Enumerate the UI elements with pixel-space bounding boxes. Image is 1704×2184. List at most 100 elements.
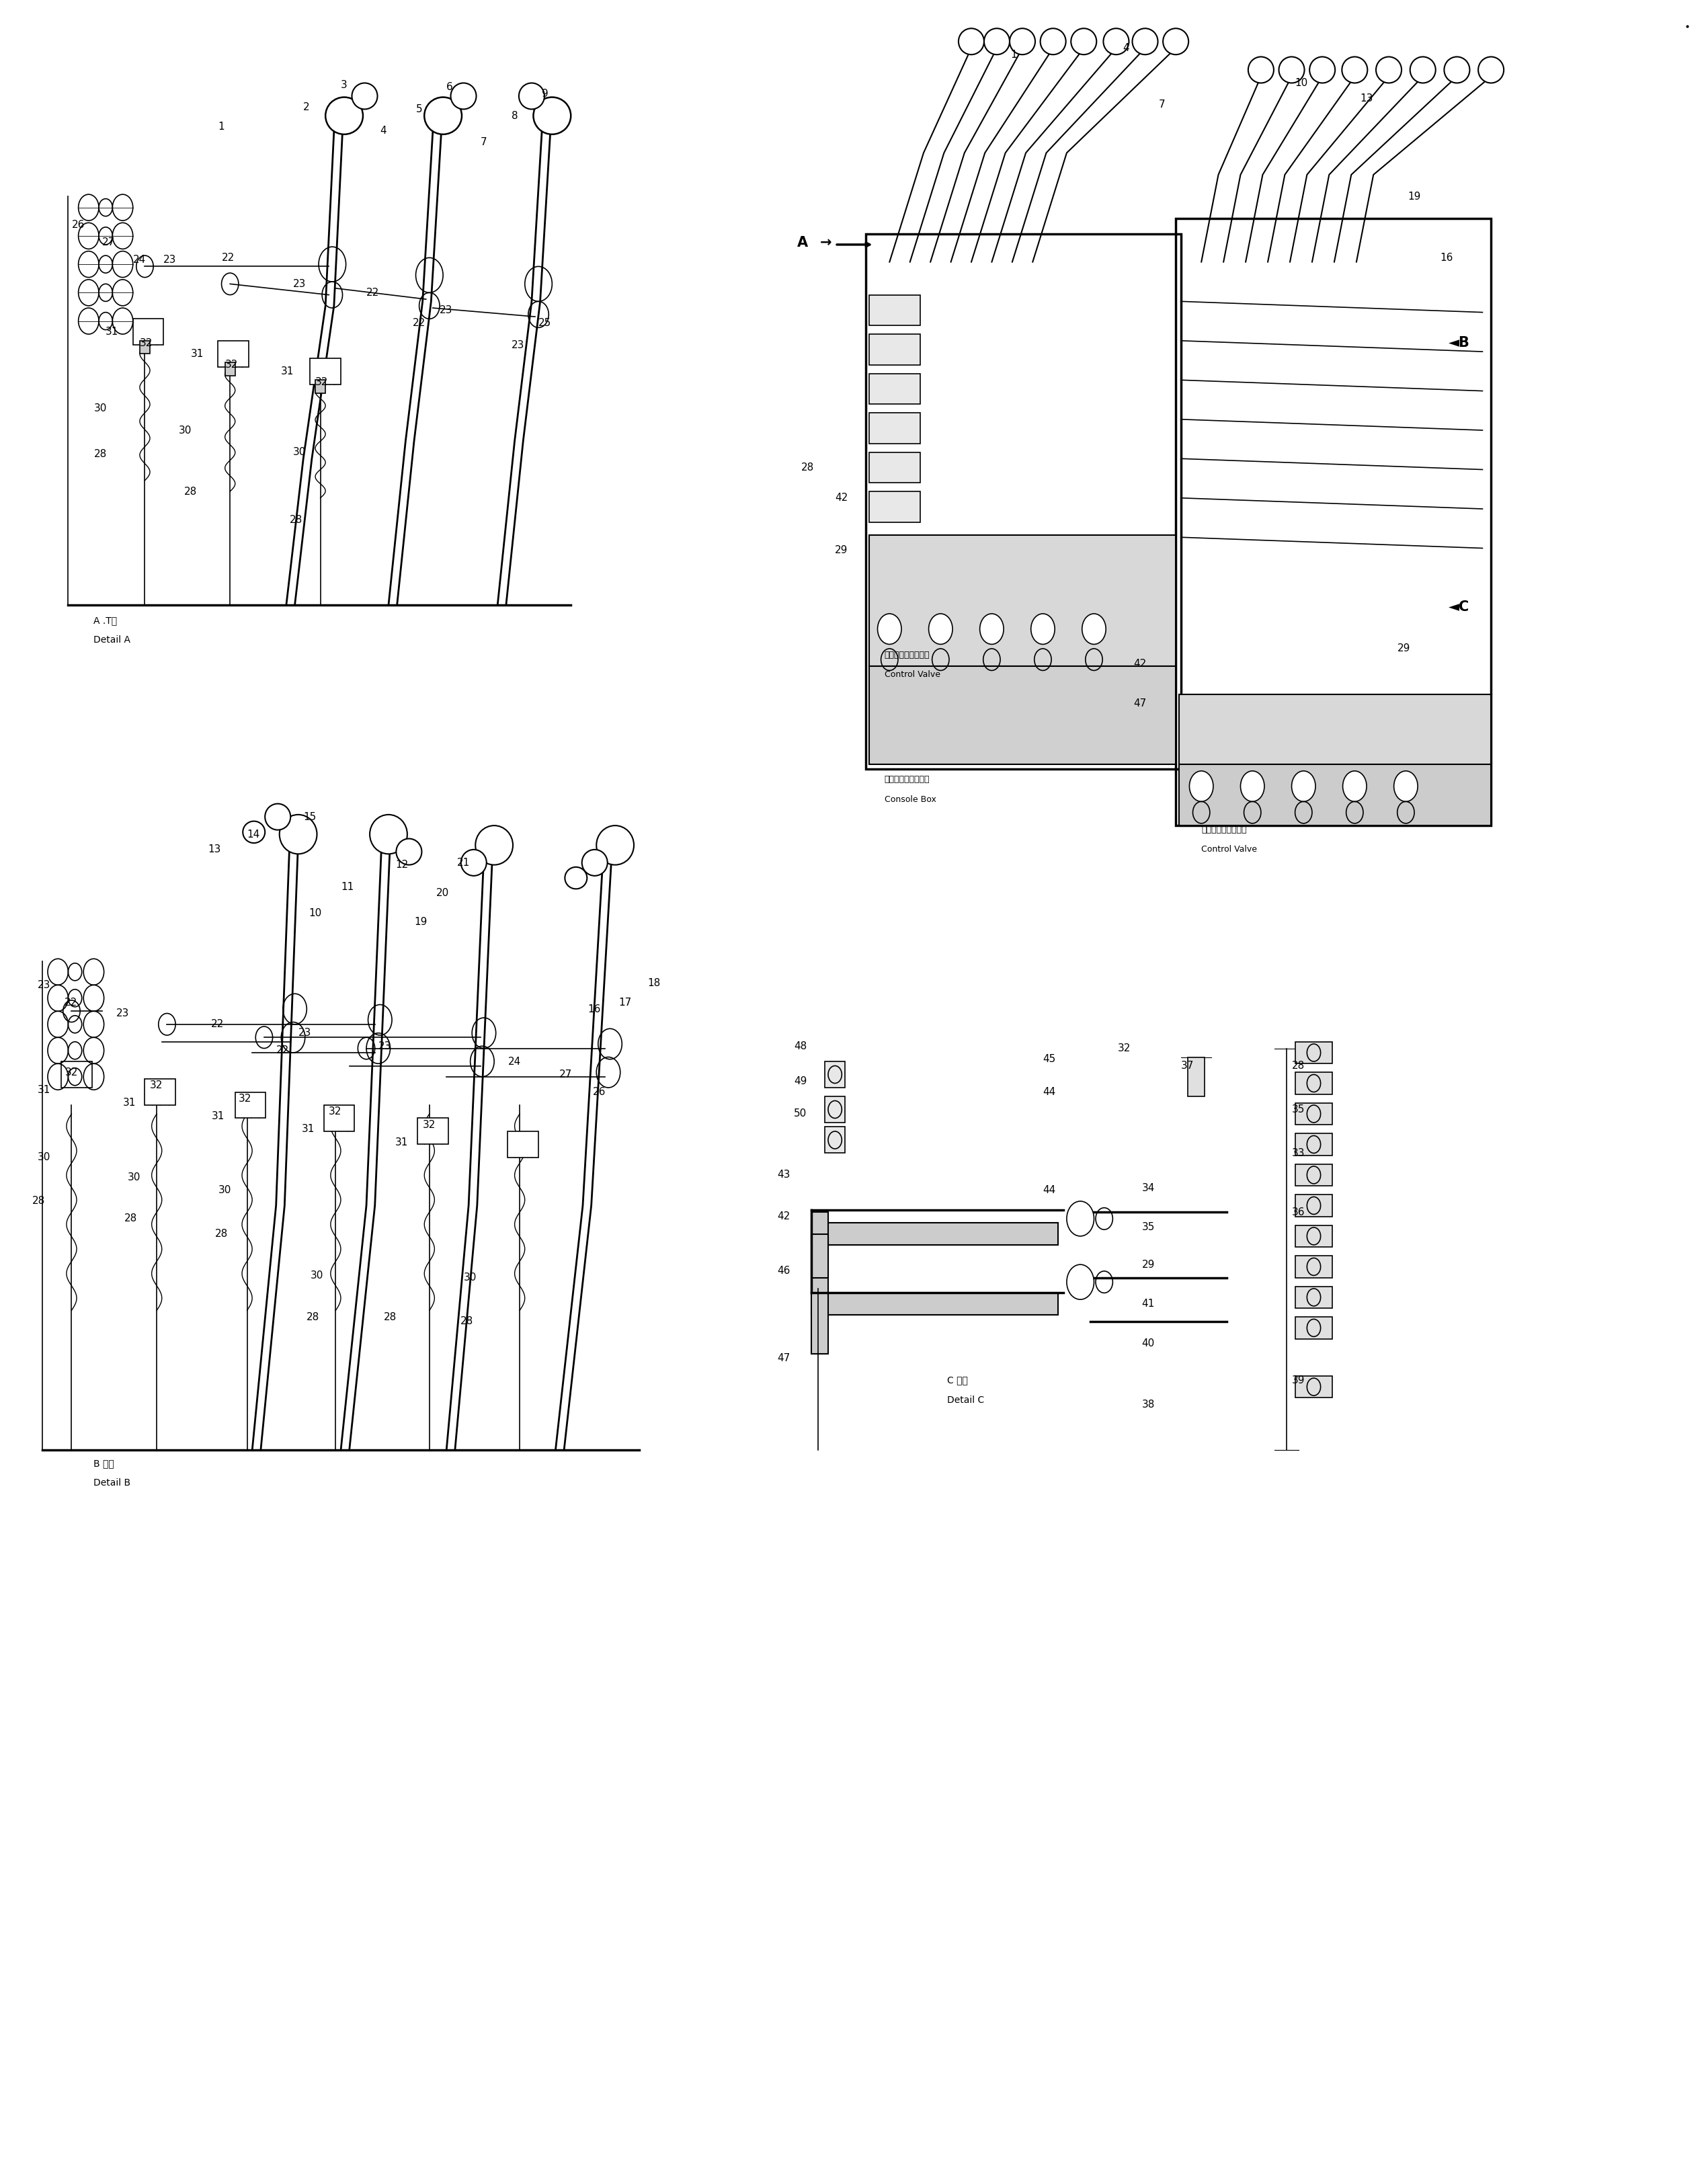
Ellipse shape (1411, 57, 1435, 83)
Bar (1295, 1376, 1333, 1398)
Bar (811, 1234, 828, 1278)
Text: コントロールバルブ: コントロールバルブ (1201, 826, 1247, 834)
Bar (1295, 1072, 1333, 1094)
Text: 16: 16 (1440, 253, 1454, 262)
Ellipse shape (266, 804, 290, 830)
Text: 30: 30 (128, 1173, 141, 1182)
Text: 27: 27 (559, 1070, 573, 1079)
Text: 19: 19 (414, 917, 428, 926)
Text: 30: 30 (179, 426, 193, 435)
Bar (1295, 1164, 1333, 1186)
Text: 39: 39 (1292, 1376, 1305, 1385)
Text: 22: 22 (366, 288, 380, 297)
Text: 2: 2 (303, 103, 310, 111)
Text: 32: 32 (329, 1107, 343, 1116)
Text: 36: 36 (1292, 1208, 1305, 1216)
Text: 32: 32 (239, 1094, 252, 1103)
Ellipse shape (596, 826, 634, 865)
Ellipse shape (1445, 57, 1469, 83)
Bar (869, 666, 1176, 764)
Ellipse shape (1009, 28, 1036, 55)
Text: 32: 32 (1118, 1044, 1131, 1053)
Bar (140, 341, 150, 354)
Text: 26: 26 (72, 221, 85, 229)
Ellipse shape (1377, 57, 1401, 83)
Bar (310, 358, 341, 384)
Text: 28: 28 (383, 1313, 397, 1321)
Circle shape (1189, 771, 1213, 802)
Text: 31: 31 (281, 367, 295, 376)
Text: 44: 44 (1043, 1186, 1056, 1195)
Ellipse shape (325, 98, 363, 135)
Text: 24: 24 (133, 256, 147, 264)
Bar (315, 380, 325, 393)
Text: 49: 49 (794, 1077, 808, 1085)
Text: 30: 30 (310, 1271, 324, 1280)
Bar (825, 1061, 845, 1088)
Text: 23: 23 (293, 280, 307, 288)
Bar (869, 452, 920, 483)
Text: 28: 28 (307, 1313, 320, 1321)
Bar (811, 1223, 1058, 1245)
Bar (811, 1212, 828, 1354)
Circle shape (1292, 771, 1315, 802)
Text: 32: 32 (65, 1068, 78, 1077)
Ellipse shape (533, 98, 571, 135)
Bar (508, 1131, 538, 1158)
Text: 23: 23 (116, 1009, 130, 1018)
Text: 7: 7 (481, 138, 487, 146)
Ellipse shape (460, 850, 487, 876)
Circle shape (929, 614, 953, 644)
Text: 43: 43 (777, 1171, 791, 1179)
Text: 23: 23 (378, 1042, 392, 1051)
Text: 40: 40 (1142, 1339, 1155, 1348)
Text: 1: 1 (218, 122, 225, 131)
Text: 28: 28 (184, 487, 198, 496)
Text: 28: 28 (290, 515, 303, 524)
Bar (218, 341, 249, 367)
Text: 46: 46 (777, 1267, 791, 1275)
Ellipse shape (450, 83, 477, 109)
Ellipse shape (424, 98, 462, 135)
Text: 15: 15 (303, 812, 317, 821)
Text: 6: 6 (446, 83, 453, 92)
Ellipse shape (518, 83, 545, 109)
Text: 22: 22 (211, 1020, 225, 1029)
Text: 28: 28 (460, 1317, 474, 1326)
Text: コンソールボックス: コンソールボックス (884, 775, 930, 784)
Circle shape (1343, 771, 1367, 802)
Ellipse shape (983, 28, 1009, 55)
Text: 30: 30 (218, 1186, 232, 1195)
Text: 7: 7 (1159, 100, 1166, 109)
Text: 11: 11 (341, 882, 354, 891)
Bar (869, 535, 1176, 666)
Text: 30: 30 (94, 404, 107, 413)
Bar (1295, 1042, 1333, 1064)
Text: 23: 23 (298, 1029, 312, 1037)
Bar (825, 1127, 845, 1153)
Text: 9: 9 (542, 90, 549, 98)
Bar (869, 491, 920, 522)
Bar (869, 373, 920, 404)
Text: ◄B: ◄B (1448, 336, 1471, 349)
Bar (1295, 1256, 1333, 1278)
Bar (1295, 1133, 1333, 1155)
Text: 30: 30 (463, 1273, 477, 1282)
Ellipse shape (1070, 28, 1097, 55)
Text: A .T細: A .T細 (94, 616, 118, 625)
Text: 22: 22 (65, 998, 78, 1007)
Text: 27: 27 (102, 238, 116, 247)
Text: 29: 29 (835, 546, 849, 555)
Bar (1295, 1286, 1333, 1308)
Bar (1179, 695, 1491, 826)
Text: 29: 29 (1142, 1260, 1155, 1269)
Text: 31: 31 (106, 328, 119, 336)
Text: Control Valve: Control Valve (884, 670, 941, 679)
Ellipse shape (581, 850, 607, 876)
Text: 44: 44 (1043, 1088, 1056, 1096)
Text: 47: 47 (1133, 699, 1147, 708)
Ellipse shape (1104, 28, 1128, 55)
Text: 42: 42 (835, 494, 849, 502)
Bar (145, 1079, 176, 1105)
Bar (1188, 1057, 1205, 1096)
